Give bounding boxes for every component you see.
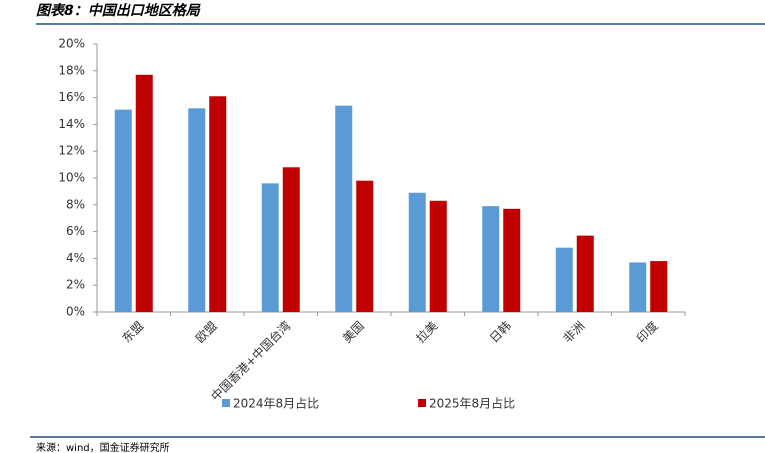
bar bbox=[335, 105, 353, 312]
bar bbox=[629, 262, 647, 312]
x-tick-label: 拉美 bbox=[413, 318, 441, 346]
source: 来源：wind，国金证券研究所 bbox=[36, 441, 170, 453]
y-tick-label: 16% bbox=[58, 90, 85, 104]
x-tick-label: 非洲 bbox=[560, 319, 587, 346]
legend-label: 2024年8月占比 bbox=[233, 396, 319, 411]
x-tick-label: 欧盟 bbox=[193, 319, 220, 346]
bar bbox=[135, 74, 153, 312]
y-tick-label: 12% bbox=[58, 144, 85, 158]
x-tick-label: 日韩 bbox=[486, 318, 514, 346]
legend-label: 2025年8月占比 bbox=[429, 396, 515, 411]
bar bbox=[576, 235, 594, 312]
bar bbox=[261, 183, 279, 312]
legend-swatch bbox=[222, 399, 230, 407]
y-tick-label: 10% bbox=[58, 171, 85, 185]
y-tick-label: 14% bbox=[58, 117, 85, 131]
legend-swatch bbox=[418, 399, 426, 407]
bar bbox=[429, 200, 447, 312]
x-tick-label: 东盟 bbox=[119, 319, 146, 346]
chart-title: 图表8：中国出口地区格局 bbox=[36, 2, 201, 19]
bar bbox=[555, 247, 573, 312]
bar bbox=[114, 109, 132, 312]
y-tick-label: 18% bbox=[58, 63, 85, 77]
bar bbox=[209, 96, 227, 312]
bar bbox=[282, 167, 300, 312]
bar bbox=[356, 180, 374, 312]
bar bbox=[503, 208, 521, 312]
x-tick-label: 中国香港+中国台湾 bbox=[208, 318, 294, 404]
y-tick-label: 20% bbox=[58, 37, 85, 51]
bar bbox=[408, 192, 426, 312]
y-tick-label: 2% bbox=[66, 278, 85, 292]
bar bbox=[650, 261, 668, 312]
x-tick-label: 美国 bbox=[340, 319, 367, 346]
bar bbox=[188, 108, 206, 312]
y-tick-label: 4% bbox=[66, 251, 85, 265]
y-tick-label: 6% bbox=[66, 224, 85, 238]
y-tick-label: 8% bbox=[66, 197, 85, 211]
x-tick-label: 印度 bbox=[633, 318, 661, 346]
bar bbox=[482, 206, 500, 312]
y-tick-label: 0% bbox=[66, 305, 85, 319]
